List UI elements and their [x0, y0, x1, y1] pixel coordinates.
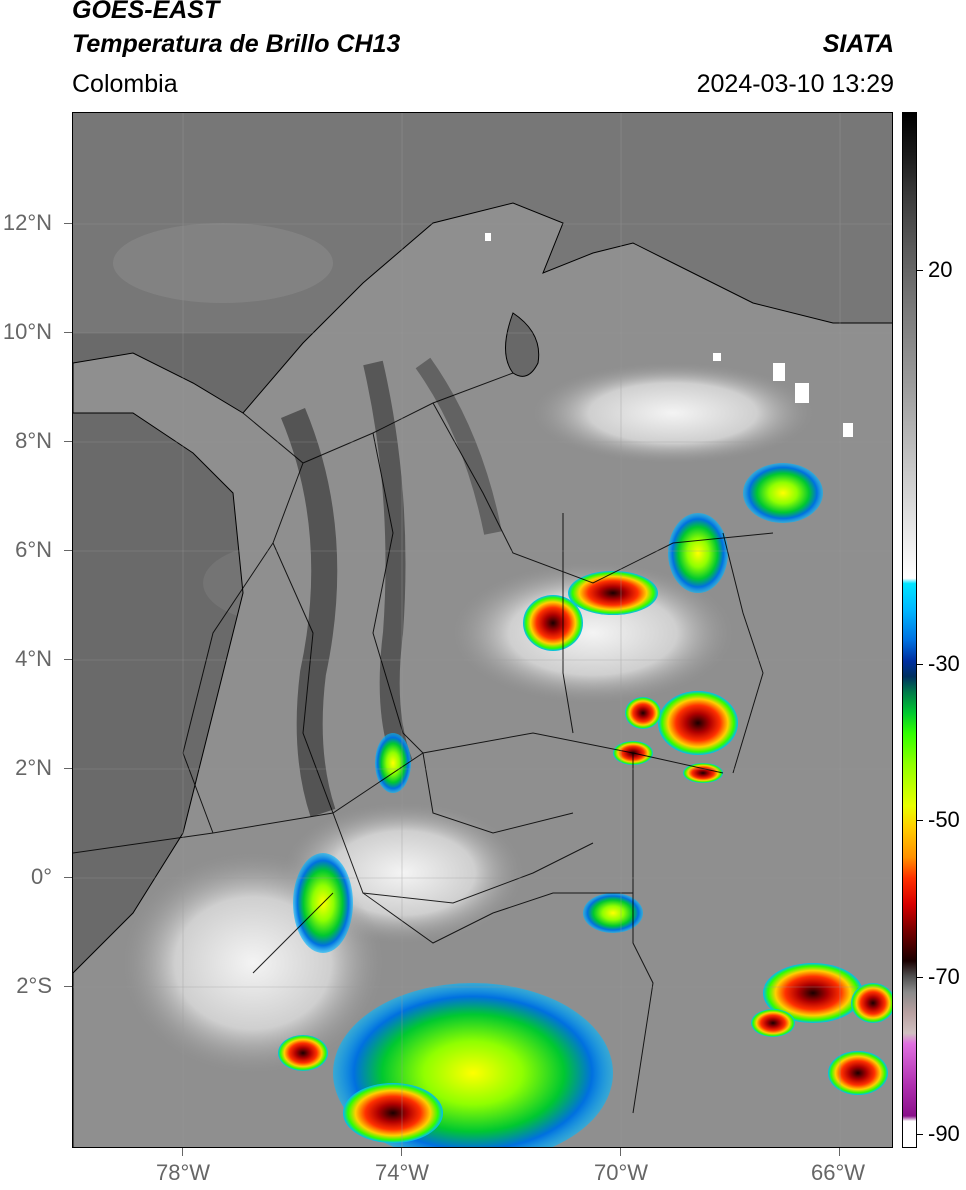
lat-label-6n: 6°N: [15, 537, 52, 562]
title-product: Temperatura de Brillo CH13: [72, 30, 401, 58]
temperature-colorbar: [902, 112, 917, 1148]
title-satellite: GOES-EAST: [72, 0, 220, 24]
region-label: Colombia: [72, 70, 178, 98]
lat-tick: [64, 332, 72, 333]
colorbar-tick: [917, 820, 923, 821]
lat-label-8n: 8°N: [15, 428, 52, 453]
lat-tick: [64, 986, 72, 987]
lat-label-12n: 12°N: [2, 210, 52, 235]
satellite-map: [72, 112, 893, 1148]
lon-label-78w: 78°W: [156, 1160, 211, 1185]
lat-tick: [64, 223, 72, 224]
lon-label-70w: 70°W: [594, 1160, 649, 1185]
lon-tick: [401, 1148, 402, 1156]
lat-tick: [64, 659, 72, 660]
org-label: SIATA: [822, 30, 894, 58]
lat-label-0: 0°: [30, 864, 52, 889]
colorbar-tick: [917, 270, 923, 271]
lon-label-66w: 66°W: [811, 1160, 866, 1185]
colorbar-tick: [917, 1134, 923, 1135]
colorbar-tick: [917, 977, 923, 978]
map-canvas: [73, 113, 892, 1147]
colorbar-label-20: 20: [928, 257, 953, 282]
lat-label-10n: 10°N: [2, 319, 52, 344]
colorbar-label-minus90: -90: [928, 1121, 960, 1146]
lon-tick: [839, 1148, 840, 1156]
lat-tick: [64, 441, 72, 442]
lon-tick: [620, 1148, 621, 1156]
colorbar-tick: [917, 664, 923, 665]
colorbar-label-minus50: -50: [928, 807, 960, 832]
lat-tick: [64, 768, 72, 769]
colorbar-label-minus30: -30: [928, 651, 960, 676]
lat-tick: [64, 877, 72, 878]
timestamp-label: 2024-03-10 13:29: [696, 70, 894, 98]
lon-label-74w: 74°W: [375, 1160, 430, 1185]
lat-tick: [64, 550, 72, 551]
lat-label-4n: 4°N: [15, 646, 52, 671]
lat-label-2s: 2°S: [16, 973, 52, 998]
lat-label-2n: 2°N: [15, 755, 52, 780]
lon-tick: [182, 1148, 183, 1156]
colorbar-label-minus70: -70: [928, 964, 960, 989]
